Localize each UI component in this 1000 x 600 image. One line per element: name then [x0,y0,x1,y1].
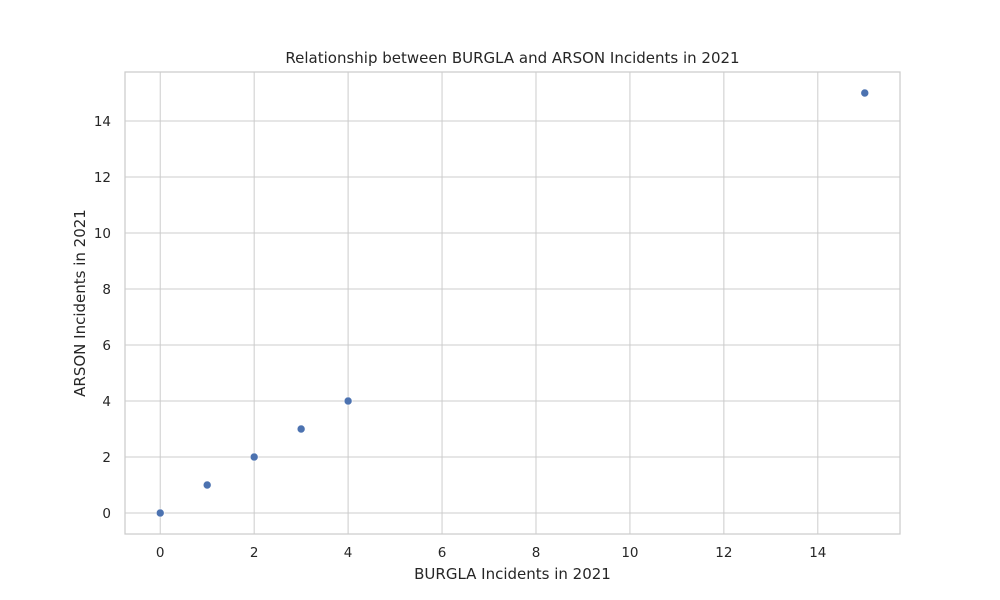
x-tick-label: 6 [438,545,447,561]
x-tick-label: 14 [809,545,826,561]
y-axis-label: ARSON Incidents in 2021 [71,209,89,397]
y-tick-label: 0 [102,506,111,522]
data-point [249,452,259,462]
y-tick-label: 10 [94,226,111,242]
data-points [155,88,870,518]
y-tick-label: 14 [94,114,111,130]
chart-title: Relationship between BURGLA and ARSON In… [285,49,739,67]
x-axis-label: BURGLA Incidents in 2021 [414,565,611,583]
plot-area-frame [124,71,901,535]
y-tick-labels: 0 2 4 6 8 10 12 14 [94,114,111,522]
x-tick-label: 10 [621,545,638,561]
y-tick-label: 2 [102,450,111,466]
x-tick-label: 12 [715,545,732,561]
data-point [860,88,870,98]
x-tick-label: 8 [532,545,541,561]
y-tick-label: 8 [102,282,111,298]
y-tick-label: 12 [94,170,111,186]
x-tick-label: 2 [250,545,259,561]
data-point [296,424,306,434]
x-tick-label: 0 [156,545,165,561]
x-tick-labels: 0 2 4 6 8 10 12 14 [156,545,826,561]
data-point [202,480,212,490]
x-gridlines [159,72,819,534]
data-point [343,396,353,406]
y-gridlines [125,120,900,514]
x-tick-label: 4 [344,545,353,561]
y-tick-label: 4 [102,394,111,410]
data-point [155,508,165,518]
y-tick-label: 6 [102,338,111,354]
